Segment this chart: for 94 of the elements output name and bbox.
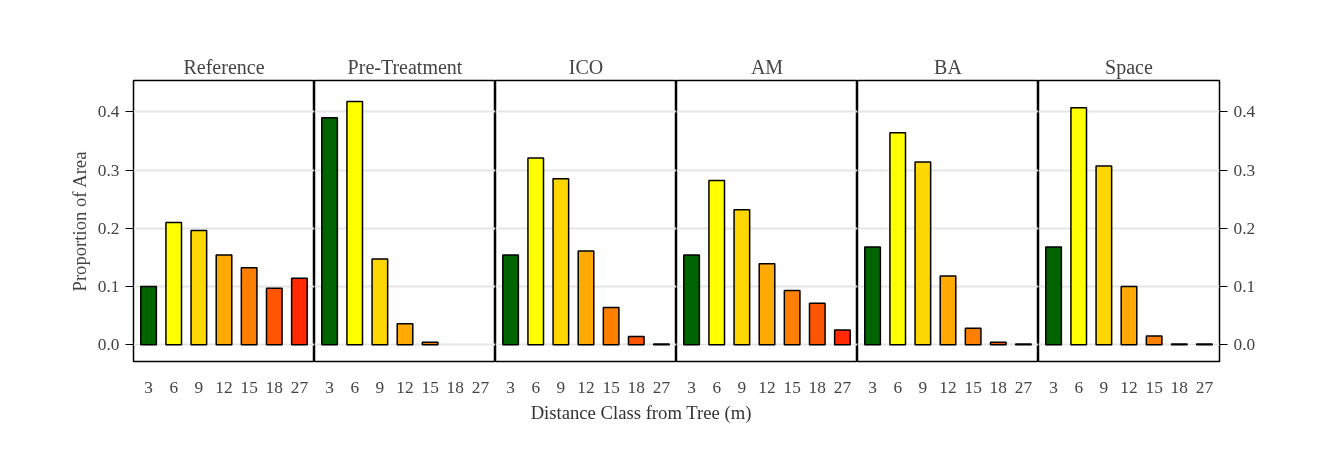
x-tick-label: 18 [627,377,645,397]
x-tick-label: 12 [939,377,957,397]
x-tick-label: 27 [833,377,852,397]
chart-title: Space [1105,55,1153,79]
bar [321,116,339,346]
x-tick-label: 27 [471,377,490,397]
bar [265,287,283,346]
bar [502,254,520,346]
x-tick-label: 27 [652,377,671,397]
y-tick-label: 0.0 [1233,335,1256,355]
x-tick-label: 9 [375,377,385,397]
y-tick-label: 0.4 [97,102,120,122]
x-tick-label: 3 [868,377,877,397]
x-tick-label: 18 [446,377,464,397]
bar [371,258,389,346]
x-tick-label: 6 [169,377,179,397]
bar [1120,285,1138,346]
x-tick-label: 27 [290,377,309,397]
x-tick-label: 18 [808,377,826,397]
bar [758,263,776,346]
x-tick-label: 6 [1074,377,1084,397]
x-tick-label: 3 [325,377,334,397]
bar [240,267,258,346]
bar [683,254,701,346]
x-tick-label: 3 [506,377,515,397]
x-tick-label: 15 [240,377,258,397]
y-tick-label: 0.1 [97,276,120,296]
x-tick-label: 3 [144,377,153,397]
x-tick-label: 27 [1014,377,1033,397]
x-tick-label: 9 [194,377,204,397]
bar [864,246,882,346]
bar [1070,107,1088,346]
bar [527,157,545,346]
y-axis-title: Proportion of Area [68,150,90,292]
x-tick-label: 15 [602,377,620,397]
x-tick-label: 18 [989,377,1007,397]
x-tick-label: 3 [687,377,696,397]
bar [396,322,414,346]
bar [140,285,158,346]
y-tick-label: 0.2 [97,218,120,238]
x-tick-label: 9 [1099,377,1109,397]
x-axis-title: Distance Class from Tree (m) [530,401,752,425]
bar [346,100,364,346]
chart-title: Reference [183,55,265,78]
bar [833,329,851,346]
x-tick-label: 15 [1145,377,1163,397]
x-tick-label: 9 [556,377,566,397]
x-tick-label: 12 [577,377,595,397]
bar [290,277,308,346]
x-tick-label: 3 [1049,377,1058,397]
y-tick-label: 0.3 [97,160,120,180]
x-tick-label: 27 [1195,377,1214,397]
bar [577,250,595,346]
x-tick-label: 12 [758,377,776,397]
chart-title: ICO [568,55,604,78]
x-tick-label: 9 [918,377,928,397]
bar [964,327,982,346]
y-tick-label: 0.2 [1233,218,1256,238]
bar [783,289,801,346]
bar [889,132,907,346]
bar [552,178,570,346]
bar [602,306,620,346]
bar [1045,246,1063,346]
x-tick-label: 12 [396,377,414,397]
bar [914,161,932,346]
x-tick-label: 6 [712,377,722,397]
x-tick-label: 15 [421,377,439,397]
bar [1095,165,1113,346]
bar [733,208,751,346]
x-tick-label: 12 [1120,377,1138,397]
bar [1145,335,1163,346]
y-tick-label: 0.4 [1233,102,1256,122]
x-tick-label: 9 [737,377,747,397]
y-tick-label: 0.1 [1233,276,1256,296]
x-tick-label: 18 [1170,377,1188,397]
chart-title: AM [750,55,784,78]
y-tick-label: 0.0 [97,335,120,355]
chart-title: Pre-Treatment [347,55,463,78]
bar [939,275,957,346]
chart-title: BA [934,55,963,78]
bar [708,179,726,346]
x-tick-label: 15 [783,377,801,397]
x-tick-label: 15 [964,377,982,397]
bar [165,221,183,346]
bar [808,302,826,346]
x-tick-label: 6 [531,377,541,397]
bar [215,254,233,346]
bar [627,335,645,346]
x-tick-label: 6 [350,377,360,397]
bar [190,229,208,346]
x-tick-label: 6 [893,377,903,397]
y-tick-label: 0.3 [1233,160,1256,180]
x-tick-label: 12 [215,377,233,397]
x-tick-label: 18 [265,377,283,397]
